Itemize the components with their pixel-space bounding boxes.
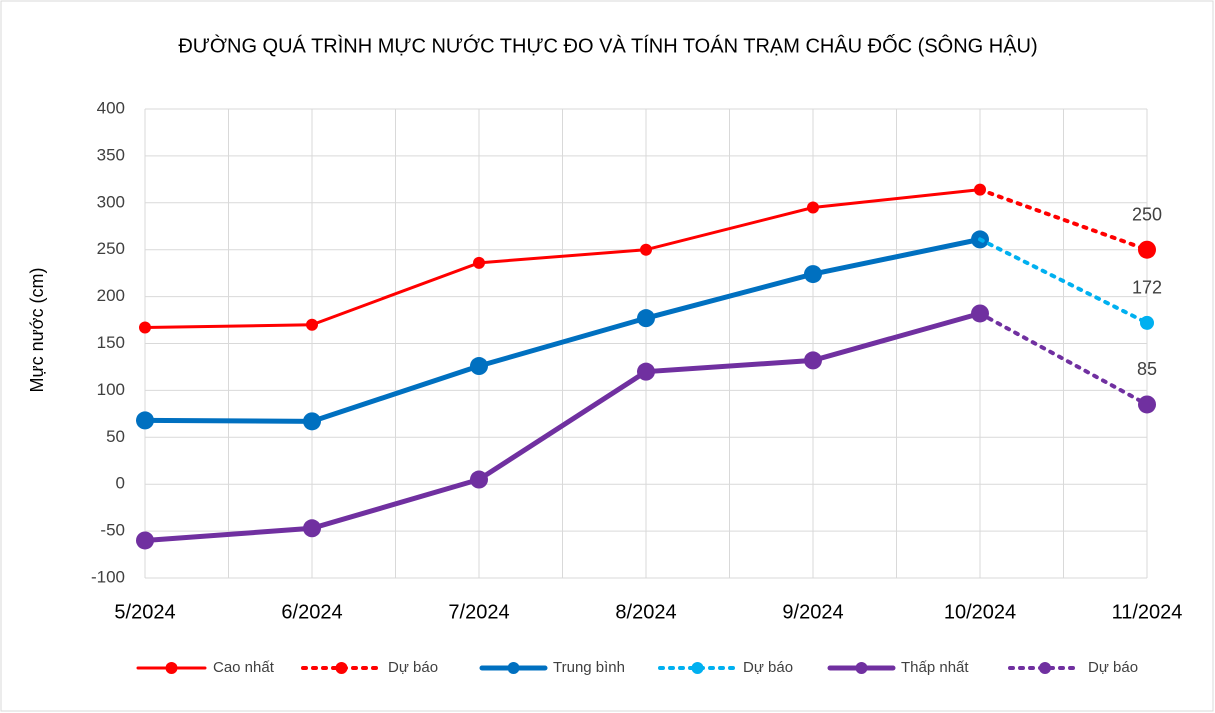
- series-line: [142, 236, 983, 424]
- x-tick-label: 5/2024: [114, 601, 175, 623]
- legend-marker: [165, 662, 178, 674]
- data-point: [640, 243, 652, 256]
- data-point: [1138, 240, 1156, 259]
- series-line: [142, 310, 983, 543]
- data-point: [470, 357, 488, 376]
- y-tick-label: -100: [91, 567, 125, 586]
- y-tick-label: 400: [97, 98, 125, 117]
- data-point: [306, 318, 318, 331]
- x-tick-label: 10/2024: [944, 601, 1016, 623]
- series-line: [978, 237, 1149, 325]
- chart-title: ĐƯỜNG QUÁ TRÌNH MỰC NƯỚC THỰC ĐO VÀ TÍNH…: [178, 33, 1037, 57]
- legend-marker: [507, 662, 520, 674]
- legend-label: Cao nhất: [213, 659, 275, 676]
- x-tick-label: 11/2024: [1112, 601, 1183, 623]
- y-tick-label: 0: [116, 474, 125, 493]
- data-point: [303, 519, 321, 538]
- y-tick-label: 250: [97, 239, 125, 258]
- legend-label: Dự báo: [1088, 659, 1138, 676]
- data-point: [139, 321, 151, 334]
- x-tick-label: 8/2024: [615, 601, 676, 623]
- data-point: [470, 470, 488, 489]
- series-line: [978, 187, 1149, 252]
- x-tick-label: 7/2024: [448, 601, 509, 623]
- x-tick-label: 9/2024: [782, 601, 843, 623]
- legend-label: Dự báo: [388, 659, 438, 676]
- legend-marker: [855, 662, 868, 674]
- data-point: [807, 201, 819, 214]
- y-tick-label: 350: [97, 145, 125, 164]
- y-tick-label: 300: [97, 192, 125, 211]
- data-point: [637, 362, 655, 381]
- legend-label: Dự báo: [743, 659, 793, 676]
- data-point: [804, 351, 822, 370]
- series-line: [978, 311, 1149, 407]
- x-tick-label: 6/2024: [281, 601, 342, 623]
- data-label: 172: [1132, 278, 1162, 298]
- y-tick-label: 50: [106, 427, 125, 446]
- data-point: [637, 309, 655, 328]
- y-axis-label: Mực nước (cm): [27, 268, 47, 393]
- y-tick-label: 200: [97, 286, 125, 305]
- data-label: 85: [1137, 359, 1157, 379]
- y-tick-label: 100: [97, 380, 125, 399]
- legend-marker: [1039, 662, 1051, 674]
- y-tick-label: 150: [97, 333, 125, 352]
- data-point: [473, 256, 485, 269]
- series-line: [143, 188, 982, 330]
- legend-label: Thấp nhất: [901, 659, 969, 676]
- data-point: [303, 412, 321, 431]
- data-point: [136, 531, 154, 550]
- data-point: [804, 265, 822, 284]
- data-point: [1140, 315, 1154, 330]
- legend-label: Trung bình: [553, 659, 625, 676]
- legend-marker: [335, 662, 348, 674]
- data-point: [1138, 395, 1156, 414]
- data-label: 250: [1132, 204, 1162, 224]
- legend-marker: [691, 662, 704, 674]
- y-tick-label: -50: [100, 521, 125, 540]
- data-point: [136, 411, 154, 430]
